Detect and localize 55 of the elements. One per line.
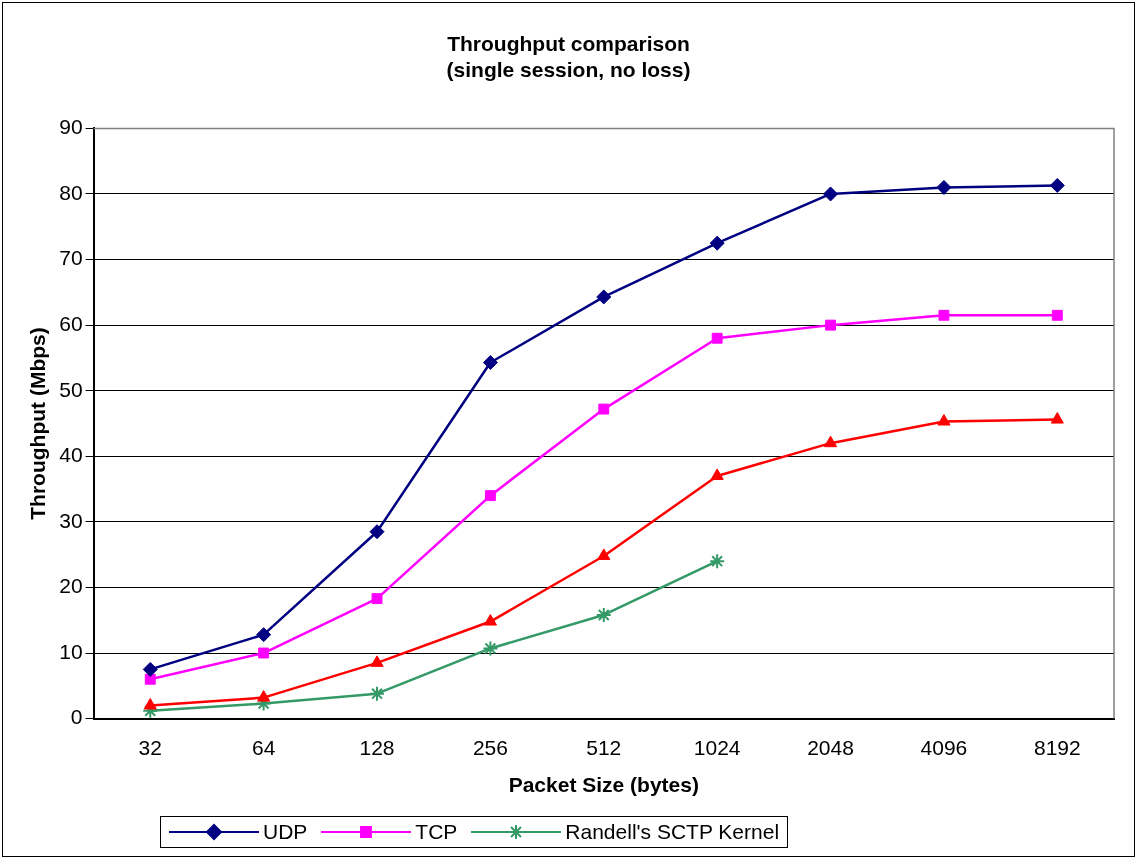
y-tick-label: 50 (59, 377, 83, 401)
point (596, 289, 612, 305)
point (142, 661, 158, 677)
point (143, 697, 157, 710)
y-tick-label: 40 (59, 443, 83, 467)
point (483, 614, 497, 626)
x-tick-label: 512 (586, 736, 622, 759)
point (1051, 309, 1063, 321)
y-tick-label: 30 (59, 508, 83, 532)
point (1050, 412, 1064, 424)
y-axis-title: Throughput (Mbps) (26, 327, 50, 520)
x-tick-label: 8192 (1033, 736, 1081, 759)
point (257, 690, 271, 702)
point (370, 655, 384, 667)
point (710, 468, 724, 480)
y-tick-label: 60 (59, 311, 83, 335)
y-tick-label: 80 (59, 180, 83, 204)
point (936, 179, 952, 195)
x-axis-title: Packet Size (bytes) (508, 773, 699, 797)
point (369, 685, 386, 702)
x-tick-label: 32 (138, 736, 162, 759)
x-tick-label: 1024 (693, 736, 741, 759)
point (825, 319, 836, 331)
point (371, 593, 383, 605)
point (256, 627, 272, 643)
x-tick-label: 128 (359, 736, 395, 759)
y-tick-label: 70 (59, 246, 83, 270)
y-tick-label: 20 (59, 574, 83, 598)
point (709, 553, 726, 570)
legend-label: UDP (263, 820, 308, 844)
point (937, 414, 951, 426)
point (711, 332, 723, 344)
legend-label: TCP (415, 820, 458, 844)
y-tick-label: 90 (59, 115, 83, 139)
point (823, 435, 838, 448)
y-tick-label: 0 (70, 705, 83, 729)
x-tick-label: 256 (472, 736, 508, 759)
point (484, 490, 496, 502)
point (823, 186, 839, 202)
point (369, 524, 385, 540)
x-tick-label: 2048 (807, 736, 854, 759)
x-tick-label: 4096 (920, 736, 968, 759)
point (258, 647, 270, 659)
point (1049, 177, 1065, 193)
point (709, 235, 725, 251)
chart-title: Throughput comparison (single session, no loss) (446, 32, 691, 81)
legend-label: Randell's SCTP Kernel (565, 820, 780, 844)
point (598, 403, 610, 415)
point (482, 355, 498, 371)
point (595, 606, 612, 623)
x-tick-label: 64 (251, 736, 276, 759)
point (597, 548, 611, 560)
y-tick-label: 10 (59, 639, 83, 663)
point (938, 309, 950, 321)
point (482, 640, 499, 657)
